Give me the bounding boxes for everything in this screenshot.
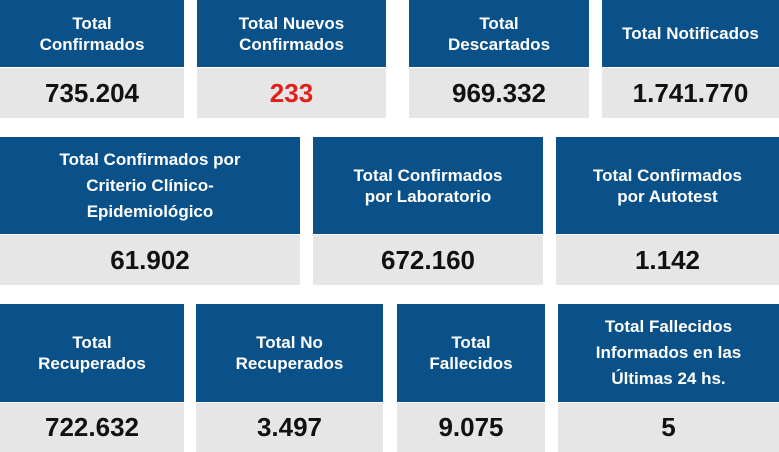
stat-card-fallecidos-24hs: Total Fallecidos Informados en las Últim… <box>558 304 779 452</box>
stat-card-confirmados-criterio-clinico: Total Confirmados por Criterio Clínico- … <box>0 137 300 285</box>
stat-card-title: Total Confirmados por Criterio Clínico- … <box>0 137 300 234</box>
stat-card-title: Total Confirmados por Autotest <box>556 137 779 234</box>
stat-card-confirmados-autotest: Total Confirmados por Autotest 1.142 <box>556 137 779 285</box>
stat-card-title: Total Confirmados por Laboratorio <box>313 137 543 234</box>
stat-card-confirmados-laboratorio: Total Confirmados por Laboratorio 672.16… <box>313 137 543 285</box>
stat-card-value: 9.075 <box>397 403 545 452</box>
stat-card-value: 61.902 <box>0 235 300 285</box>
stat-card-value: 1.741.770 <box>602 68 779 118</box>
stat-card-title: Total Descartados <box>409 0 589 67</box>
stat-card-title: Total No Recuperados <box>196 304 383 402</box>
stat-card-value: 672.160 <box>313 235 543 285</box>
stat-card-total-fallecidos: Total Fallecidos 9.075 <box>397 304 545 452</box>
stat-card-value: 969.332 <box>409 68 589 118</box>
stat-card-value: 5 <box>558 403 779 452</box>
stat-card-total-nuevos-confirmados: Total Nuevos Confirmados 233 <box>197 0 386 118</box>
stat-card-total-descartados: Total Descartados 969.332 <box>409 0 589 118</box>
stat-card-total-recuperados: Total Recuperados 722.632 <box>0 304 184 452</box>
stat-card-total-notificados: Total Notificados 1.741.770 <box>602 0 779 118</box>
stat-card-total-confirmados: Total Confirmados 735.204 <box>0 0 184 118</box>
stat-card-value: 1.142 <box>556 235 779 285</box>
stat-card-title: Total Notificados <box>602 0 779 67</box>
stat-card-title: Total Fallecidos <box>397 304 545 402</box>
stat-card-title: Total Fallecidos Informados en las Últim… <box>558 304 779 402</box>
stat-card-title: Total Nuevos Confirmados <box>197 0 386 67</box>
stat-card-value: 735.204 <box>0 68 184 118</box>
stat-card-value: 3.497 <box>196 403 383 452</box>
stat-card-title: Total Confirmados <box>0 0 184 67</box>
stat-card-value: 722.632 <box>0 403 184 452</box>
stat-card-total-no-recuperados: Total No Recuperados 3.497 <box>196 304 383 452</box>
stat-card-title: Total Recuperados <box>0 304 184 402</box>
stat-card-value: 233 <box>197 68 386 118</box>
